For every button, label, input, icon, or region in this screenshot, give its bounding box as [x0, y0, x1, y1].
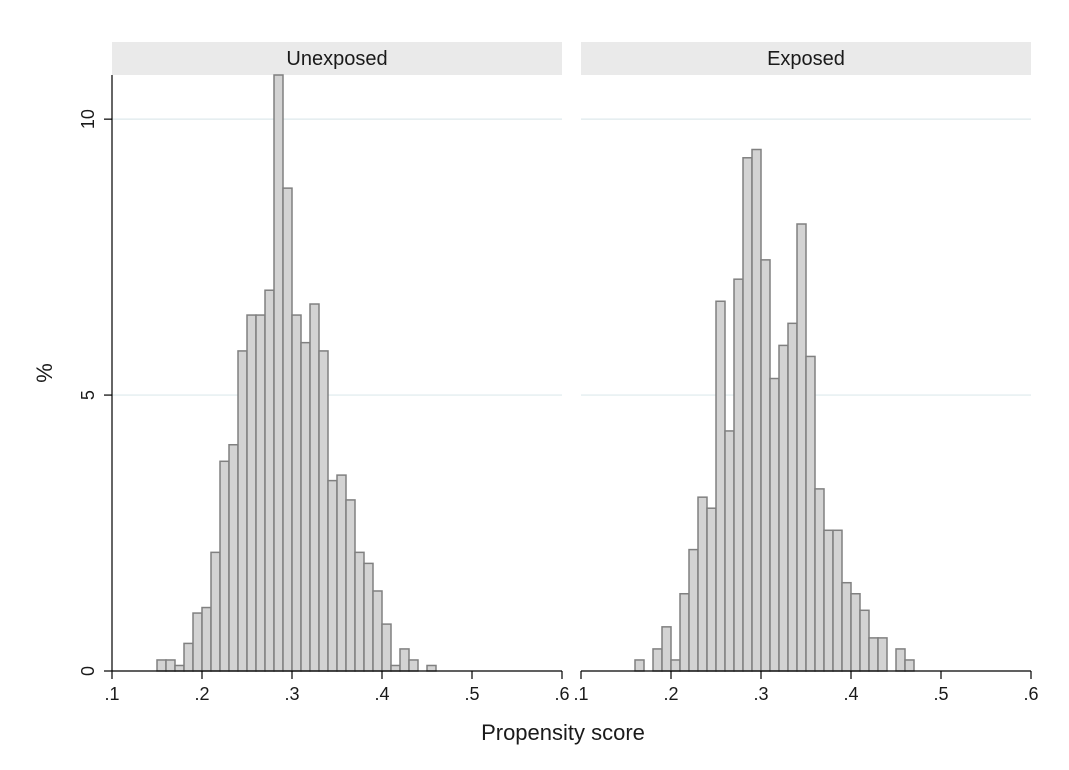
- histogram-bar: [859, 609, 870, 672]
- histogram-bar: [670, 659, 681, 672]
- histogram-bar: [408, 659, 419, 672]
- x-tick-label: .6: [554, 684, 569, 704]
- x-tick-label: .5: [933, 684, 948, 704]
- y-tick-label: 5: [78, 390, 98, 400]
- histogram-bar: [390, 664, 401, 672]
- histogram-bar: [778, 344, 789, 672]
- histogram-bar: [300, 341, 311, 672]
- histogram-bar: [904, 659, 915, 672]
- histogram-bar: [742, 157, 753, 672]
- panel-title-exposed: Exposed: [767, 48, 845, 70]
- histogram-bar: [381, 623, 392, 672]
- histogram-bar: [769, 377, 780, 672]
- histogram-bar: [661, 626, 672, 672]
- x-tick-label: .6: [1023, 684, 1038, 704]
- y-axis-ticks: 0 5 10: [78, 109, 112, 676]
- histogram-bar: [706, 507, 717, 672]
- x-tick-label: .4: [374, 684, 389, 704]
- histogram-bar: [688, 548, 699, 672]
- histogram-bar: [327, 479, 338, 672]
- histogram-bar: [165, 659, 176, 672]
- histogram-bar: [309, 303, 320, 672]
- histogram-bar: [426, 664, 437, 672]
- histogram-bar: [336, 474, 347, 672]
- histogram-bar: [237, 350, 248, 672]
- y-axis-title: %: [32, 363, 57, 383]
- histogram-bar: [363, 562, 374, 672]
- histogram-bar: [805, 355, 816, 672]
- x-tick-label: .2: [194, 684, 209, 704]
- histogram-bar: [652, 648, 663, 672]
- histogram-bar: [895, 648, 906, 672]
- histogram-bar: [724, 430, 735, 672]
- y-tick-label: 10: [78, 109, 98, 129]
- histogram-bar: [760, 259, 771, 672]
- histogram-bar: [850, 592, 861, 672]
- x-tick-label: .5: [464, 684, 479, 704]
- x-tick-label: .3: [284, 684, 299, 704]
- x-tick-label: .2: [663, 684, 678, 704]
- histogram-bar: [264, 289, 275, 672]
- histogram-bar: [877, 637, 888, 672]
- gridlines: [112, 118, 1031, 396]
- histogram-bar: [201, 606, 212, 672]
- bars-exposed: [634, 148, 915, 672]
- histogram-bar: [192, 612, 203, 672]
- histogram-bar: [751, 148, 762, 672]
- x-tick-label: .1: [573, 684, 588, 704]
- histogram-bar: [823, 529, 834, 672]
- histogram-bar: [210, 551, 221, 672]
- histogram-bar: [246, 314, 257, 672]
- histogram-bar: [318, 350, 329, 672]
- histogram-bar: [273, 74, 284, 672]
- histogram-bar: [832, 529, 843, 672]
- histogram-bar: [282, 187, 293, 672]
- histogram-bar: [255, 314, 266, 672]
- histogram-bar: [354, 551, 365, 672]
- histogram-bar: [345, 499, 356, 672]
- y-tick-label: 0: [78, 666, 98, 676]
- strip-exposed: [581, 42, 1031, 75]
- x-axis-title: Propensity score: [481, 720, 645, 745]
- histogram-bar: [679, 592, 690, 672]
- histogram-bar: [787, 322, 798, 672]
- histogram-bar: [697, 496, 708, 672]
- x-tick-label: .3: [753, 684, 768, 704]
- bars-unexposed: [156, 74, 437, 672]
- histogram-bar: [183, 642, 194, 672]
- panel-title-unexposed: Unexposed: [286, 48, 387, 70]
- x-axis-ticks: .1.2.3.4.5.6.1.2.3.4.5.6: [104, 671, 1039, 704]
- histogram-bar: [291, 314, 302, 672]
- histogram-bar: [372, 590, 383, 672]
- x-tick-label: .4: [843, 684, 858, 704]
- histogram-bar: [733, 278, 744, 672]
- histogram-bar: [156, 659, 167, 672]
- histogram-bar: [715, 300, 726, 672]
- histogram-bar: [796, 223, 807, 672]
- strip-unexposed: [112, 42, 562, 75]
- histogram-bar: [814, 488, 825, 672]
- histogram-bar: [219, 460, 230, 672]
- histogram-bar: [634, 659, 645, 672]
- x-tick-label: .1: [104, 684, 119, 704]
- histogram-bar: [841, 581, 852, 672]
- histogram-bar: [228, 443, 239, 672]
- histogram-bar: [868, 637, 879, 672]
- histogram-bar: [174, 664, 185, 672]
- histogram-bar: [399, 648, 410, 672]
